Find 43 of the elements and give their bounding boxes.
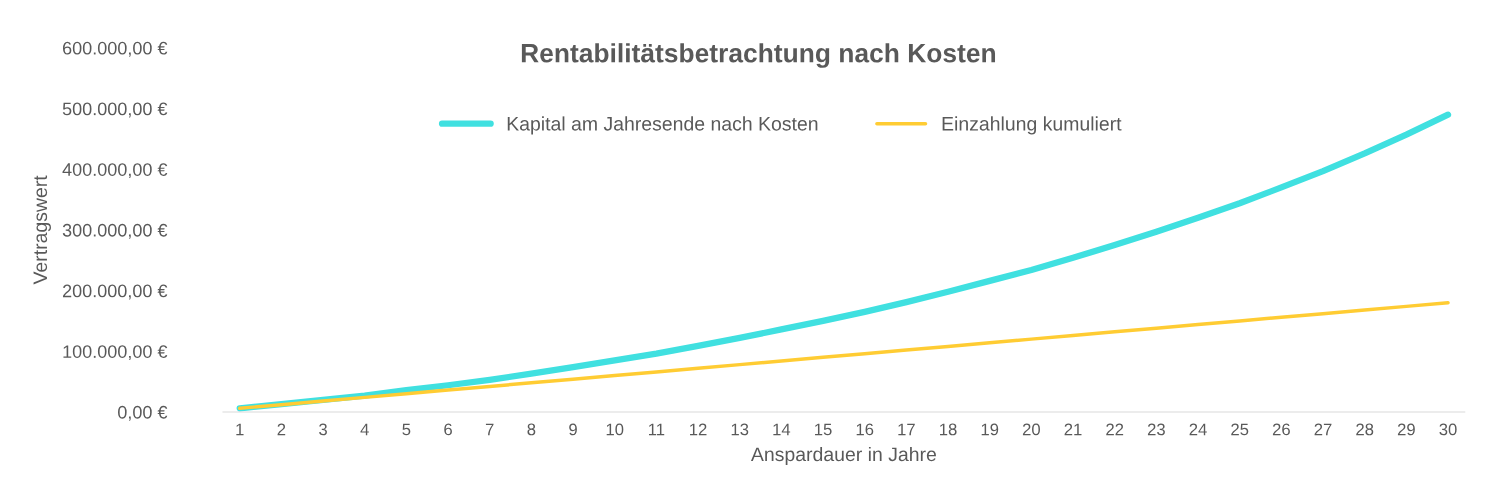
x-tick-label: 7 [485, 423, 494, 436]
x-tick-label: 28 [1356, 423, 1374, 436]
y-tick-label: 500.000,00 € [62, 102, 168, 118]
x-tick-label: 30 [1439, 423, 1457, 436]
chart-title: Rentabilitätsbetrachtung nach Kosten [521, 43, 996, 68]
x-tick-label: 10 [606, 423, 624, 436]
x-tick-label: 4 [360, 423, 369, 436]
x-tick-label: 27 [1314, 423, 1332, 436]
x-tick-label: 17 [898, 423, 915, 436]
x-tick-label: 20 [1022, 423, 1040, 436]
x-axis-title: Anspardauer in Jahre [750, 446, 936, 466]
x-tick-label: 9 [569, 423, 577, 436]
line-series [237, 300, 1450, 411]
x-tick-label: 18 [940, 423, 957, 436]
x-tick-label: 24 [1189, 423, 1207, 436]
x-tick-label: 14 [773, 423, 791, 436]
y-tick-label: 600.000,00 € [63, 41, 168, 57]
x-tick-label: 16 [856, 423, 874, 436]
legend-label: Einzahlung kumuliert [942, 116, 1122, 135]
x-tick-label: 29 [1397, 423, 1415, 436]
x-tick-label: 22 [1106, 423, 1124, 436]
x-tick-label: 11 [648, 423, 665, 436]
x-tick-label: 15 [815, 423, 832, 436]
y-tick-label: 100.000,00 € [63, 345, 168, 361]
y-axis-title: Vertragswert [33, 175, 51, 285]
x-tick-label: 3 [319, 423, 327, 436]
legend-label: Kapital am Jahresende nach Kosten [507, 116, 818, 135]
y-tick-label: 300.000,00 € [62, 223, 168, 239]
x-tick-label: 26 [1272, 423, 1290, 436]
y-tick-label: 400.000,00 € [62, 163, 168, 179]
x-tick-label: 2 [277, 423, 286, 436]
x-tick-label: 8 [527, 423, 536, 436]
y-tick-label: 200.000,00 € [62, 284, 168, 300]
x-tick-label: 1 [236, 423, 244, 436]
y-tick-label: 0,00 € [118, 405, 168, 421]
x-tick-label: 12 [690, 423, 707, 436]
x-tick-label: 23 [1147, 423, 1165, 436]
x-tick-label: 6 [444, 423, 452, 436]
x-tick-label: 13 [731, 423, 749, 436]
x-tick-label: 5 [402, 423, 411, 436]
x-tick-label: 25 [1231, 423, 1249, 436]
x-tick-label: 21 [1064, 423, 1082, 436]
x-tick-label: 19 [981, 423, 999, 436]
